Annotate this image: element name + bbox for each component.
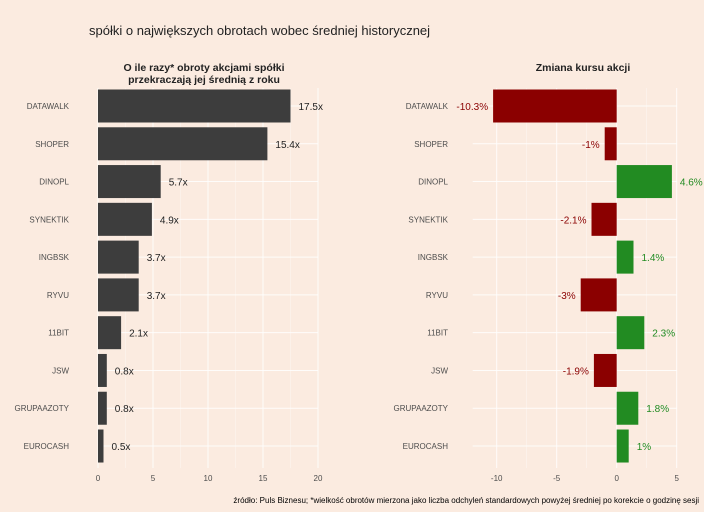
turnover-value-label-dinopl: 5.7x [169,178,188,189]
turnover-x-tick-label: 15 [259,474,268,483]
price-value-label-11bit: 2.3% [652,329,675,340]
turnover-value-label-shoper: 15.4x [275,140,299,151]
price-category-label-synektik: SYNEKTIK [408,215,448,224]
turnover-bar-ingbsk [98,240,139,274]
turnover-category-label-shoper: SHOPER [35,140,69,149]
turnover-bar-datawalk [98,89,291,123]
turnover-category-label-eurocash: EUROCASH [24,442,70,451]
price-value-label-ryvu: -3% [558,291,576,302]
turnover-value-label-ryvu: 3.7x [147,291,166,302]
turnover-category-label-ingbsk: INGBSK [39,253,70,262]
price-x-tick-label: 0 [614,474,619,483]
turnover-category-label-jsw: JSW [52,366,69,375]
turnover-bar-grupaazoty [98,391,107,425]
price-category-label-eurocash: EUROCASH [403,442,449,451]
price-value-label-synektik: -2.1% [560,215,586,226]
price-value-label-datawalk: -10.3% [456,102,488,113]
price-category-label-ryvu: RYVU [426,291,448,300]
turnover-category-label-dinopl: DINOPL [39,178,69,187]
turnover-bar-11bit [98,316,122,350]
chart-caption: źródło: Puls Biznesu; *wielkość obrotów … [233,496,699,505]
turnover-bar-eurocash [98,429,104,463]
turnover-x-tick-label: 10 [204,474,213,483]
turnover-value-label-eurocash: 0.5x [112,442,131,453]
turnover-value-label-ingbsk: 3.7x [147,253,166,264]
turnover-value-label-11bit: 2.1x [129,329,148,340]
panel-turnover-ratio: O ile razy* obroty akcjami spółkiprzekra… [14,62,323,483]
turnover-value-label-jsw: 0.8x [115,366,134,377]
price-category-label-shoper: SHOPER [414,140,448,149]
price-category-label-datawalk: DATAWALK [406,102,449,111]
price-bar-eurocash [616,429,629,463]
turnover-panel-title-line-2: przekraczają jej średnią z roku [128,74,280,86]
turnover-bar-ryvu [98,278,139,312]
turnover-bar-dinopl [98,165,161,199]
price-bar-grupaazoty [616,391,639,425]
price-value-label-grupaazoty: 1.8% [646,404,669,415]
price-bar-datawalk [493,89,617,123]
price-bar-shoper [604,127,617,161]
price-bar-11bit [616,316,645,350]
price-category-label-ingbsk: INGBSK [418,253,449,262]
turnover-category-label-synektik: SYNEKTIK [29,215,69,224]
price-panel-title-line-1: Zmiana kursu akcji [536,62,631,74]
price-value-label-ingbsk: 1.4% [642,253,665,264]
turnover-x-tick-label: 0 [96,474,101,483]
price-x-tick-label: -10 [491,474,503,483]
turnover-category-label-ryvu: RYVU [47,291,69,300]
turnover-bar-synektik [98,202,152,236]
turnover-category-label-grupaazoty: GRUPAAZOTY [14,404,69,413]
price-x-tick-label: 5 [674,474,679,483]
price-category-label-11bit: 11BIT [427,329,448,338]
price-bar-jsw [593,353,617,387]
price-bar-ingbsk [616,240,634,274]
price-category-label-jsw: JSW [431,366,448,375]
price-bar-synektik [591,202,617,236]
price-x-tick-label: -5 [553,474,561,483]
chart-main-title: spółki o największych obrotach wobec śre… [89,23,430,38]
turnover-x-tick-label: 5 [151,474,156,483]
panel-price-change: Zmiana kursu akcji -10 -5 0 5 DATAWALK -10.3% S… [393,62,702,483]
turnover-category-label-11bit: 11BIT [48,329,69,338]
turnover-bar-shoper [98,127,268,161]
turnover-panel-title-line-1: O ile razy* obroty akcjami spółki [123,62,284,74]
turnover-value-label-grupaazoty: 0.8x [115,404,134,415]
price-value-label-shoper: -1% [582,140,600,151]
price-value-label-eurocash: 1% [637,442,652,453]
turnover-category-label-datawalk: DATAWALK [27,102,70,111]
price-category-label-grupaazoty: GRUPAAZOTY [393,404,448,413]
price-bar-ryvu [580,278,617,312]
turnover-value-label-synektik: 4.9x [160,215,179,226]
price-category-label-dinopl: DINOPL [418,178,448,187]
turnover-bar-jsw [98,353,107,387]
price-bar-dinopl [616,165,672,199]
turnover-value-label-datawalk: 17.5x [299,102,323,113]
price-value-label-jsw: -1.9% [563,366,589,377]
turnover-x-tick-label: 20 [314,474,323,483]
price-value-label-dinopl: 4.6% [680,178,703,189]
